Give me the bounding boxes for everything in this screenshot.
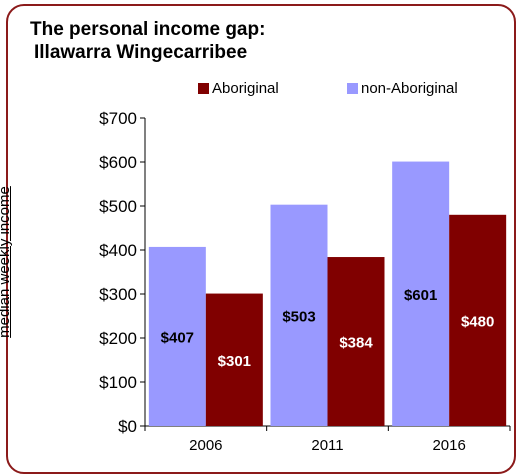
y-tick-label: $700 xyxy=(99,109,137,128)
legend-swatch-aboriginal xyxy=(198,83,209,94)
bar-aboriginal xyxy=(327,257,385,426)
data-label: $301 xyxy=(218,353,251,370)
x-tick-label: 2016 xyxy=(432,437,465,454)
chart-title-line-2: Illawarra Wingecarribee xyxy=(34,42,248,63)
data-label: $384 xyxy=(339,335,373,352)
y-tick-label: $200 xyxy=(99,329,137,348)
data-label: $480 xyxy=(461,313,494,330)
legend-swatch-non-aboriginal xyxy=(347,83,358,94)
y-tick-label: $100 xyxy=(99,373,137,392)
bar-aboriginal xyxy=(205,293,263,426)
legend-label-non-aboriginal: non-Aboriginal xyxy=(361,80,458,97)
y-tick-label: $500 xyxy=(99,197,137,216)
legend-item-non-aboriginal: non-Aboriginal xyxy=(347,80,458,97)
x-tick-label: 2006 xyxy=(189,437,222,454)
legend-item-aboriginal: Aboriginal xyxy=(198,80,279,97)
data-label: $407 xyxy=(161,329,194,346)
y-tick-label: $600 xyxy=(99,153,137,172)
bar-non-aboriginal xyxy=(392,161,450,426)
chart-title-line-1: The personal income gap: xyxy=(30,19,266,40)
y-tick-label: $0 xyxy=(118,417,137,436)
bar-non-aboriginal xyxy=(270,204,328,426)
legend: Aboriginal non-Aboriginal xyxy=(0,80,526,102)
x-tick-label: 2011 xyxy=(311,437,343,454)
bar-chart: $0 $100 $200 $300 $400 $500 $600 $700 $407 $301 20… xyxy=(99,109,511,454)
data-label: $601 xyxy=(404,287,437,304)
y-tick-label: $400 xyxy=(99,241,137,260)
bar-non-aboriginal xyxy=(148,246,206,426)
legend-label-aboriginal: Aboriginal xyxy=(212,80,279,97)
bar-aboriginal xyxy=(449,214,507,426)
y-tick-label: $300 xyxy=(99,285,137,304)
data-label: $503 xyxy=(282,308,315,325)
chart-title: The personal income gap: Illawarra Winge… xyxy=(30,18,265,64)
